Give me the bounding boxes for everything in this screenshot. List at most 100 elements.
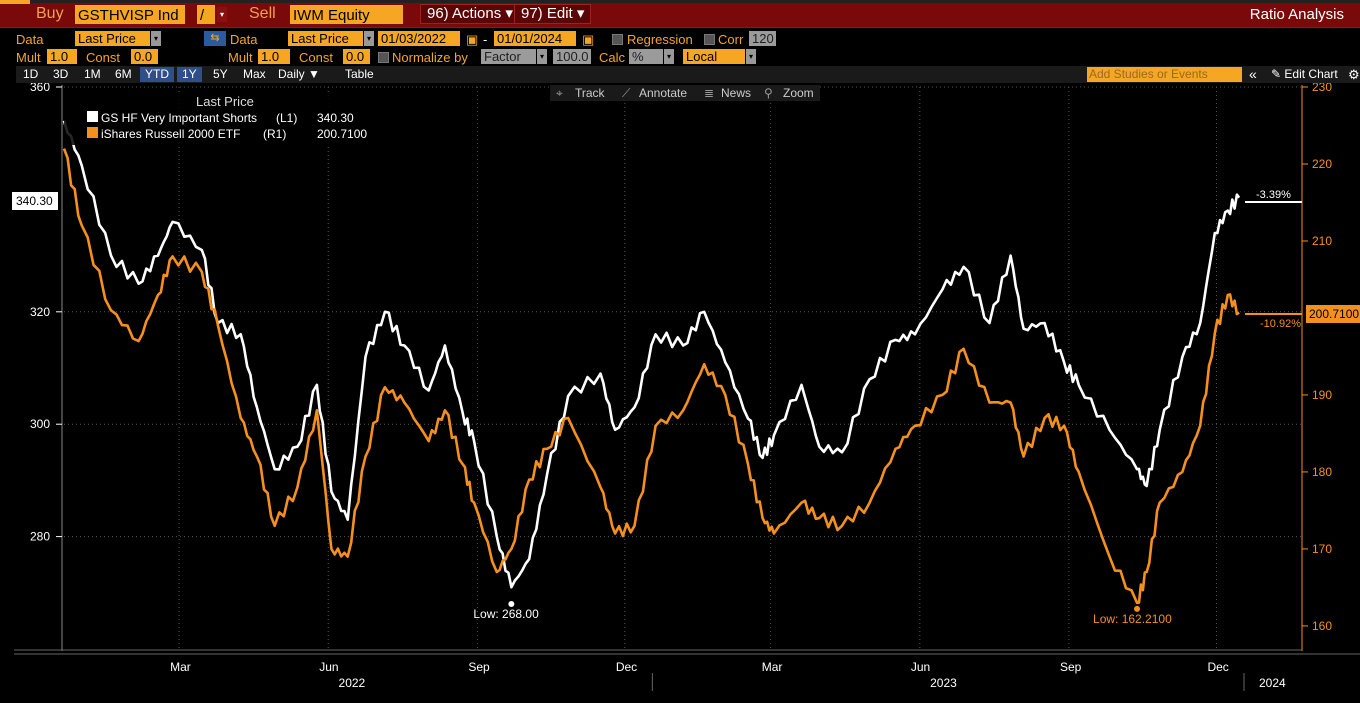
ticker-field[interactable]: GSTHVISP Ind [75, 5, 185, 24]
gear-icon[interactable]: ⚙ [1348, 67, 1360, 82]
track-button[interactable]: Track [575, 86, 606, 100]
zoom-icon[interactable]: ⚲ [764, 86, 773, 100]
right-tick-label: 160 [1312, 619, 1332, 633]
left-tick-label: 360 [30, 83, 50, 94]
legend-series-1-tag: (L1) [276, 111, 297, 125]
period-6m[interactable]: 6M [115, 67, 132, 81]
period-1d[interactable]: 1D [23, 67, 39, 81]
price-chart[interactable]: 360 320 300 280 230 220 210 190 180 170 160 Mar Ju… [0, 83, 1360, 703]
normalize-label: Normalize by [392, 50, 468, 65]
data2-label: Data [230, 32, 258, 47]
edit-chart-button[interactable]: ✎ Edit Chart [1266, 67, 1343, 82]
equity-field[interactable]: IWM Equity [290, 5, 403, 24]
legend-series-1-name: GS HF Very Important Shorts [101, 111, 257, 125]
x-axis: Mar Jun Sep Dec Mar Jun Sep Dec 2022 2023 2024 [170, 660, 1286, 691]
right-tick-label: 230 [1312, 83, 1332, 94]
edit-chart-label: Edit Chart [1284, 67, 1338, 81]
chart-tools-bar: ⌖ Track ⟋ Annotate ≣ News ⚲ Zoom [550, 85, 820, 101]
normalize-checkbox[interactable] [378, 52, 389, 63]
year-label: 2024 [1259, 676, 1286, 690]
const-label: Const [86, 50, 120, 65]
series-1-change: -3.39% [1256, 189, 1291, 201]
series-line-2 [62, 148, 1240, 605]
factor-select[interactable]: Factor [481, 49, 536, 64]
year-label: 2023 [930, 676, 957, 690]
x-tick-label: Sep [468, 660, 490, 674]
legend-series-2-name: iShares Russell 2000 ETF [101, 127, 240, 141]
operator-dropdown-icon[interactable]: ▾ [217, 7, 227, 22]
factor-dropdown-icon[interactable]: ▾ [537, 49, 547, 64]
legend-series-2-tag: (R1) [263, 127, 286, 141]
period-5y[interactable]: 5Y [213, 67, 228, 81]
swap-icon[interactable]: ⇆ [204, 31, 226, 46]
series-line-1 [62, 120, 1241, 589]
collapse-icon[interactable]: « [1249, 66, 1257, 82]
ratio-analysis-title: Ratio Analysis [1249, 6, 1344, 23]
const1-field[interactable]: 0.0 [131, 49, 158, 64]
factor-value-field[interactable]: 100.0 [553, 49, 591, 64]
legend-swatch-1 [87, 111, 98, 122]
last-value-badges: 340.30 200.7100 -3.39% -10.92% [12, 189, 1360, 330]
calendar-icon[interactable]: ▣ [582, 32, 595, 47]
period-3d[interactable]: 3D [53, 67, 69, 81]
right-tick-label: 170 [1312, 542, 1332, 556]
calc-dropdown-icon[interactable]: ▾ [664, 49, 674, 64]
news-icon[interactable]: ≣ [704, 86, 714, 100]
regression-checkbox[interactable] [612, 34, 623, 45]
table-button[interactable]: Table [345, 67, 374, 81]
time-scroller[interactable] [14, 653, 1360, 655]
end-date-field[interactable]: 01/01/2024 [494, 31, 576, 46]
period-1y[interactable]: 1Y [177, 67, 202, 82]
mult2-label: Mult [228, 50, 253, 65]
left-tick-label: 280 [30, 530, 50, 544]
calendar-icon[interactable]: ▣ [466, 32, 479, 47]
edit-button[interactable]: 97) Edit ▾ [514, 4, 592, 24]
zoom-button[interactable]: Zoom [783, 86, 814, 100]
chart-grid [64, 86, 1302, 649]
local-dropdown-icon[interactable]: ▾ [746, 49, 756, 64]
mult2-field[interactable]: 1.0 [258, 49, 290, 64]
data1-dropdown-icon[interactable]: ▾ [151, 31, 161, 46]
corr-checkbox[interactable] [704, 34, 715, 45]
actions-button[interactable]: 96) Actions ▾ [420, 4, 520, 24]
period-max[interactable]: Max [243, 67, 266, 81]
sell-label: Sell [249, 5, 276, 22]
annotate-icon[interactable]: ⟋ [622, 86, 631, 100]
data2-select[interactable]: Last Price [288, 31, 363, 46]
news-button[interactable]: News [721, 86, 751, 100]
operator-field[interactable]: / [197, 5, 215, 24]
series-2-low-label: Low: 162.2100 [1093, 612, 1172, 626]
function-toolbar: Buy GSTHVISP Ind / ▾ Sell IWM Equity 96)… [0, 0, 1360, 28]
interval-select[interactable]: Daily ▼ [278, 67, 320, 81]
corr-field[interactable]: 120 [749, 31, 776, 46]
period-ytd[interactable]: YTD [140, 67, 174, 82]
legend-title: Last Price [196, 94, 254, 109]
right-tick-label: 220 [1312, 157, 1332, 171]
calc-select[interactable]: % [629, 49, 663, 64]
pencil-icon: ✎ [1271, 67, 1285, 81]
local-select[interactable]: Local [683, 49, 745, 64]
series-lines [62, 120, 1241, 605]
series-1-low-label: Low: 268.00 [473, 607, 539, 621]
right-tick-label: 190 [1312, 388, 1332, 402]
add-studies-field[interactable]: Add Studies or Events [1087, 67, 1242, 82]
series-1-low-marker [508, 601, 515, 608]
legend-series-2-last: 200.7100 [317, 127, 367, 141]
legend-series-1-last: 340.30 [317, 111, 354, 125]
year-label: 2022 [339, 676, 366, 690]
period-1m[interactable]: 1M [84, 67, 101, 81]
left-tick-label: 320 [30, 305, 50, 319]
right-tick-label: 210 [1312, 234, 1332, 248]
mult1-field[interactable]: 1.0 [47, 49, 77, 64]
data1-select[interactable]: Last Price [75, 31, 150, 46]
timeframe-bar [16, 66, 1360, 83]
crosshair-icon[interactable]: ⌖ [556, 86, 563, 100]
data2-dropdown-icon[interactable]: ▾ [364, 31, 374, 46]
start-date-field[interactable]: 01/03/2022 [378, 31, 460, 46]
left-last-value-badge: 340.30 [16, 194, 53, 208]
chart-annotations: Low: 268.00 Low: 162.2100 [473, 601, 1172, 626]
annotate-button[interactable]: Annotate [639, 86, 687, 100]
right-tick-label: 180 [1312, 465, 1332, 479]
const2-field[interactable]: 0.0 [343, 49, 370, 64]
x-tick-label: Mar [170, 660, 191, 674]
